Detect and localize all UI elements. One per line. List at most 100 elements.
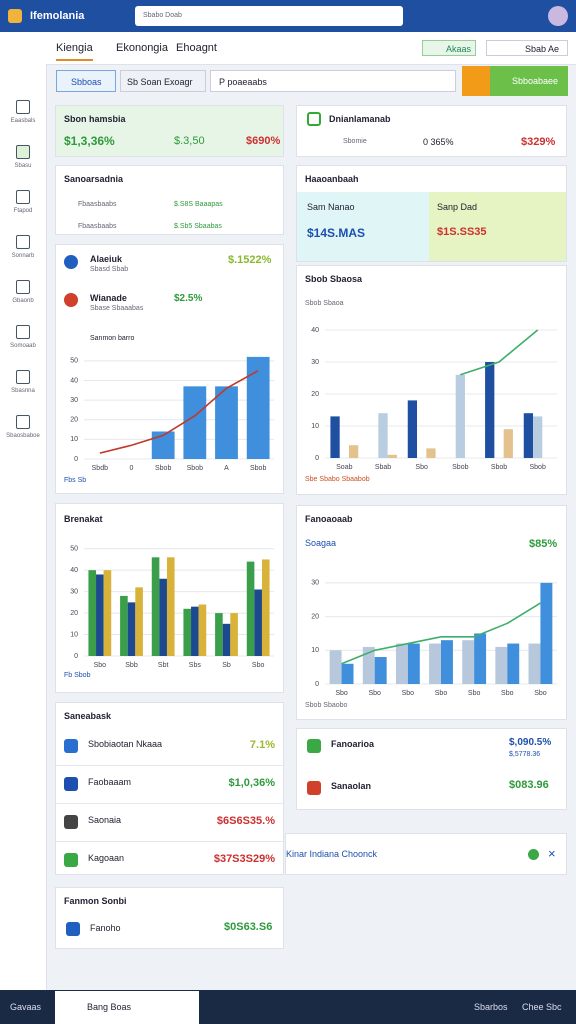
bottombar-label[interactable]: Chee Sbc [522,1002,562,1012]
action[interactable]: Akaas [422,40,476,56]
sidebar-label: Ftapod [13,208,33,214]
tab[interactable]: Kiengia [56,42,93,61]
x-tick-label: 0 [130,465,134,472]
item-value: 7.1% [249,739,275,751]
x-tick-label: Soab [336,464,352,471]
tab[interactable]: Ekonongia [116,42,168,54]
bar [222,623,231,656]
x-tick-label: Sbo [534,690,547,697]
bar [215,613,223,656]
item-icon [64,815,78,829]
y-tick-label: 40 [311,327,319,334]
x-tick-label: Sbob [250,465,266,472]
y-tick-label: 20 [311,391,319,398]
x-tick-label: Sbo [402,690,415,697]
sidebar-label: Somoaab [10,343,36,349]
bar [523,413,534,458]
tab[interactable]: Ehoagnt [176,42,217,54]
search[interactable]: Sbabo Doab [135,6,403,26]
close[interactable]: × [548,846,556,861]
item-value: $37S3S29% [213,853,275,865]
x-tick-label: Sbo [435,690,448,697]
y-tick-label: 10 [311,423,319,430]
bar [96,574,104,656]
item-label: Sanaolan [331,781,372,791]
orange-button[interactable] [462,66,490,96]
item-label: Faobaaam [88,777,132,787]
bottombar-tab[interactable]: Bang Boas [55,991,199,1024]
item-label: Saonaia [88,815,122,825]
bar [198,604,207,656]
kpi: $329% [521,136,556,148]
x-tick-label: Sbab [375,464,391,471]
y-tick-label: 40 [70,377,78,384]
label: Sanp Dad [437,202,478,212]
bar [261,559,270,656]
x-tick-label: Sbo [415,464,428,471]
filter[interactable]: Sb Soan Exoagr [120,70,206,92]
chart-title: Soagaa [305,538,337,548]
bar [374,657,387,684]
kpi-value: $.1522% [228,254,272,266]
bar [348,445,359,458]
y-tick-label: 0 [74,456,78,463]
bar [528,643,541,684]
x-tick-label: Sbo [468,690,481,697]
y-tick-label: 0 [315,455,319,462]
item-icon [64,853,78,867]
bar [254,589,262,656]
bar [191,606,199,656]
y-tick-label: 20 [70,610,78,617]
sidebar-icon[interactable] [16,235,30,249]
y-tick-label: 0 [315,681,319,688]
action[interactable]: Sbab Ae [486,40,568,56]
sidebar-label: Eaasbals [10,118,36,124]
bottombar-label[interactable]: Sbarbos [474,1002,508,1012]
sidebar-icon[interactable] [16,145,30,159]
line [460,329,539,376]
bar [103,570,112,656]
bar [330,416,340,458]
sidebar-icon[interactable] [16,415,30,429]
toast-text: Kinar Indiana Choonck [286,849,378,859]
kpi-sub: Sbase Sbaaabas [90,305,144,312]
sidebar-icon[interactable] [16,280,30,294]
avatar[interactable] [548,6,568,26]
bar [426,448,436,458]
row-value: $.S8S Baaapas [174,201,223,208]
card-header: Fanoaoaab [305,514,353,524]
sidebar-icon[interactable] [16,325,30,339]
x-tick-label: Sbob [155,465,171,472]
sidebar-label: Sonnarb [11,253,35,259]
filter-search[interactable]: P poaeaabs [210,70,456,92]
icon [64,293,78,307]
item-sub: $,5778.36 [509,751,541,758]
sidebar-icon[interactable] [16,370,30,384]
y-tick-label: 20 [70,417,78,424]
sidebar-icon[interactable] [16,190,30,204]
bar [120,595,128,656]
item-label: Kagoaan [88,853,125,863]
y-tick-label: 30 [311,580,319,587]
y-tick-label: 40 [70,567,78,574]
bar [441,640,453,684]
sidebar-icon[interactable] [16,100,30,114]
bar [455,374,465,458]
kpi: 0 365% [423,137,454,147]
y-tick-label: 10 [311,647,319,654]
chart-footer: Sbe Sbabo Sbaabob [305,476,370,483]
x-tick-label: Sbo [252,662,265,669]
app-name[interactable]: Ifemolania [30,10,85,22]
icon [307,739,321,753]
chart-title: Sbob Sbaoa [305,300,344,307]
icon [66,922,80,936]
kpi-label: Alaeiuk [90,254,123,264]
chart-title: Sanmon barro [90,335,135,342]
bar [127,602,136,656]
filter-active[interactable]: Sbboas [56,70,116,92]
toast: Kinar Indiana Choonck × [285,833,567,875]
primary-button[interactable]: Sbboabaee [490,66,568,96]
highlight-right: Sanp Dad $1S.SS35 [429,192,566,261]
line [341,602,541,665]
chart-title: Brenakat [64,514,103,524]
